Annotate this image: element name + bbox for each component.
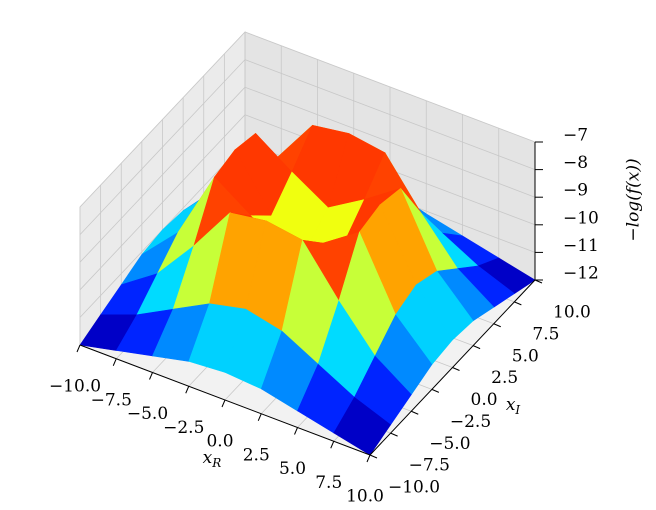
z-tick-label: −9 bbox=[563, 181, 588, 201]
y-tick bbox=[452, 367, 460, 371]
y-tick-label: 0.0 bbox=[471, 390, 498, 410]
grid-line bbox=[79, 86, 246, 263]
y-tick bbox=[493, 323, 501, 328]
grid-line bbox=[244, 31, 536, 143]
grid-line bbox=[79, 59, 246, 235]
y-tick bbox=[411, 410, 419, 415]
z-tick-label: −12 bbox=[563, 264, 599, 284]
grid-line bbox=[244, 59, 536, 170]
x-tick-label: 2.5 bbox=[243, 445, 270, 465]
y-tick-label: 7.5 bbox=[532, 324, 559, 344]
y-axis-label: xI bbox=[506, 395, 521, 417]
x-tick bbox=[366, 454, 371, 463]
grid-line bbox=[244, 86, 536, 198]
y-axis-label-subscript: I bbox=[514, 403, 520, 417]
y-tick-label: −7.5 bbox=[409, 456, 450, 476]
x-tick bbox=[294, 427, 298, 435]
x-tick bbox=[112, 358, 117, 366]
y-tick bbox=[472, 345, 481, 350]
x-tick bbox=[221, 399, 226, 408]
x-axis-label: xR bbox=[203, 448, 222, 470]
y-tick bbox=[431, 388, 440, 393]
x-axis-label-symbol: x bbox=[203, 448, 213, 468]
z-tick-label: −7 bbox=[563, 126, 588, 146]
y-axis-label-symbol: x bbox=[506, 395, 516, 415]
y-tick bbox=[369, 454, 378, 459]
y-tick-label: −5.0 bbox=[429, 434, 470, 454]
x-tick bbox=[257, 413, 262, 421]
x-tick bbox=[330, 441, 335, 449]
x-tick bbox=[185, 386, 190, 394]
x-tick-label: 0.0 bbox=[206, 432, 233, 452]
y-tick-label: 2.5 bbox=[491, 368, 518, 388]
y-tick-label: 5.0 bbox=[512, 346, 539, 366]
y-tick bbox=[514, 301, 522, 306]
z-tick-label: −10 bbox=[563, 208, 599, 228]
x-tick-label: −5.0 bbox=[127, 404, 168, 424]
y-tick-label: −2.5 bbox=[450, 412, 491, 432]
z-tick-label: −8 bbox=[563, 153, 588, 173]
x-tick-label: 5.0 bbox=[279, 459, 306, 479]
grid-line bbox=[79, 114, 246, 291]
x-axis-label-subscript: R bbox=[211, 456, 221, 470]
z-axis-label: −log(f(x)) bbox=[624, 158, 644, 241]
x-tick-label: −10.0 bbox=[49, 377, 101, 397]
x-tick-label: 10.0 bbox=[346, 487, 384, 507]
x-tick bbox=[149, 372, 153, 380]
x-tick-label: −7.5 bbox=[91, 390, 132, 410]
y-tick bbox=[390, 432, 398, 437]
x-tick bbox=[76, 344, 81, 353]
y-tick-label: 10.0 bbox=[553, 303, 591, 323]
grid-line bbox=[79, 31, 246, 208]
surface-patch bbox=[333, 396, 392, 456]
x-tick-label: 7.5 bbox=[315, 473, 342, 493]
z-tick-label: −11 bbox=[563, 236, 599, 256]
x-tick-label: −2.5 bbox=[163, 418, 204, 438]
y-tick-label: −10.0 bbox=[388, 478, 440, 498]
